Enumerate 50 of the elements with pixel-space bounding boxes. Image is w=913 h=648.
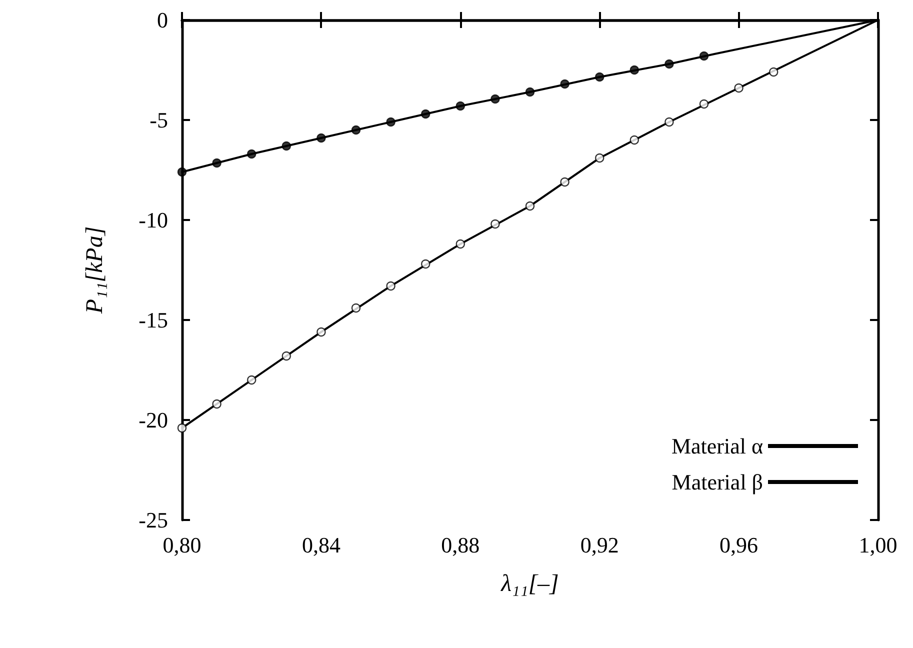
point (212, 158, 222, 168)
point (664, 59, 674, 69)
y-tick-label: -10 (138, 208, 168, 232)
point (664, 117, 674, 127)
point (630, 135, 639, 145)
point (316, 327, 326, 337)
x-tick-label: 1,00 (858, 532, 898, 558)
x-tick-label: 0,88 (441, 532, 480, 558)
point (490, 94, 500, 104)
point (769, 67, 778, 77)
point (351, 303, 361, 313)
point (525, 201, 535, 211)
legend-label: Material β (672, 470, 763, 494)
point (421, 109, 430, 119)
legend-label: Material α (671, 434, 764, 458)
point (595, 72, 604, 82)
point (525, 87, 535, 97)
point (177, 167, 187, 177)
point (734, 83, 744, 93)
point (560, 79, 570, 89)
point (282, 351, 291, 361)
point (630, 65, 639, 75)
point (386, 117, 396, 127)
point (595, 153, 604, 163)
y-tick-label: -15 (138, 308, 168, 332)
point (699, 99, 709, 109)
x-tick-label: 0,96 (720, 532, 758, 558)
y-axis-title: P₁₁[kPa] (82, 226, 108, 315)
x-tick-label: 0,80 (162, 532, 202, 558)
x-tick-label: 0,92 (580, 532, 619, 558)
point (560, 177, 570, 187)
point (247, 149, 256, 159)
point (386, 281, 396, 291)
point (456, 239, 465, 249)
y-tick-label: -5 (150, 108, 168, 132)
x-axis-title: λ₁₁[–] (500, 571, 559, 597)
point (490, 219, 500, 229)
y-tick-label: -20 (138, 408, 168, 432)
y-tick-label: 0 (157, 8, 168, 32)
x-tick-label: 0,84 (302, 532, 340, 558)
point (247, 375, 256, 385)
point (421, 259, 430, 269)
point (351, 125, 361, 135)
point (456, 101, 465, 111)
point (212, 399, 222, 409)
point (282, 141, 291, 151)
point (699, 51, 709, 61)
point (177, 423, 187, 433)
y-tick-label: -25 (138, 508, 168, 532)
point (316, 133, 326, 143)
